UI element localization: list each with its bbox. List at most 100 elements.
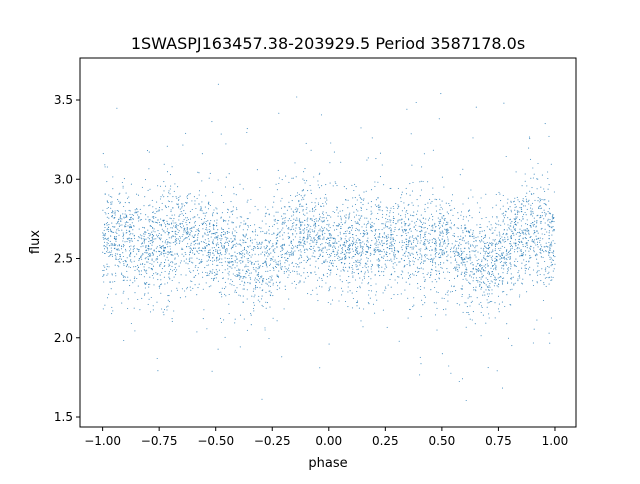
data-point <box>289 264 290 265</box>
data-point <box>199 259 200 260</box>
data-point <box>314 224 315 225</box>
data-point <box>325 282 326 283</box>
data-point <box>147 256 148 257</box>
data-point <box>204 250 205 251</box>
data-point <box>461 274 462 275</box>
data-point <box>531 187 532 188</box>
data-point <box>355 279 356 280</box>
data-point <box>496 253 497 254</box>
data-point <box>294 271 295 272</box>
data-point <box>481 239 482 240</box>
data-point <box>298 258 299 259</box>
data-point <box>455 241 456 242</box>
data-point <box>251 249 252 250</box>
data-point <box>157 273 158 274</box>
data-point <box>435 241 436 242</box>
data-point <box>242 262 243 263</box>
data-point <box>125 250 126 251</box>
data-point <box>526 261 527 262</box>
data-point <box>394 250 395 251</box>
data-point <box>435 199 436 200</box>
data-point <box>448 243 449 244</box>
data-point <box>391 298 392 299</box>
data-point <box>121 246 122 247</box>
data-point <box>370 247 371 248</box>
data-point <box>215 251 216 252</box>
data-point <box>210 285 211 286</box>
data-point <box>129 285 130 286</box>
data-point <box>390 248 391 249</box>
data-point <box>290 195 291 196</box>
data-point <box>201 262 202 263</box>
data-point <box>144 242 145 243</box>
data-point <box>491 252 492 253</box>
data-point <box>134 212 135 213</box>
data-point <box>107 166 108 167</box>
data-point <box>128 238 129 239</box>
data-point <box>421 300 422 301</box>
data-point <box>131 217 132 218</box>
data-point <box>333 211 334 212</box>
data-point <box>160 247 161 248</box>
data-point <box>501 261 502 262</box>
data-point <box>285 289 286 290</box>
data-point <box>105 233 106 234</box>
data-point <box>443 243 444 244</box>
data-point <box>109 252 110 253</box>
data-point <box>119 193 120 194</box>
data-point <box>187 231 188 232</box>
data-point <box>469 275 470 276</box>
data-point <box>376 218 377 219</box>
data-point <box>233 206 234 207</box>
data-point <box>214 247 215 248</box>
data-point <box>168 192 169 193</box>
data-point <box>366 224 367 225</box>
data-point <box>299 222 300 223</box>
data-point <box>112 216 113 217</box>
data-point <box>470 319 471 320</box>
data-point <box>136 254 137 255</box>
data-point <box>439 231 440 232</box>
data-point <box>307 249 308 250</box>
data-point <box>539 242 540 243</box>
data-point <box>230 279 231 280</box>
data-point <box>408 225 409 226</box>
data-point <box>519 207 520 208</box>
data-point <box>127 265 128 266</box>
data-point <box>515 259 516 260</box>
data-point <box>454 253 455 254</box>
data-point <box>385 225 386 226</box>
data-point <box>308 224 309 225</box>
data-point <box>149 255 150 256</box>
data-point <box>511 273 512 274</box>
data-point <box>553 260 554 261</box>
data-point <box>485 243 486 244</box>
data-point <box>264 233 265 234</box>
data-point <box>503 268 504 269</box>
data-point <box>344 244 345 245</box>
data-point <box>304 225 305 226</box>
data-point <box>242 270 243 271</box>
data-point <box>142 243 143 244</box>
data-point <box>162 194 163 195</box>
data-point <box>440 213 441 214</box>
data-point <box>491 301 492 302</box>
data-point <box>253 302 254 303</box>
data-point <box>186 259 187 260</box>
data-point <box>153 277 154 278</box>
data-point <box>209 257 210 258</box>
data-point <box>169 301 170 302</box>
data-point <box>464 276 465 277</box>
data-point <box>192 209 193 210</box>
data-point <box>395 203 396 204</box>
data-point <box>530 226 531 227</box>
data-point <box>340 216 341 217</box>
data-point <box>357 262 358 263</box>
data-point <box>350 290 351 291</box>
data-point <box>304 249 305 250</box>
data-point <box>409 309 410 310</box>
data-point <box>217 239 218 240</box>
data-point <box>542 249 543 250</box>
data-point <box>262 252 263 253</box>
data-point <box>463 312 464 313</box>
